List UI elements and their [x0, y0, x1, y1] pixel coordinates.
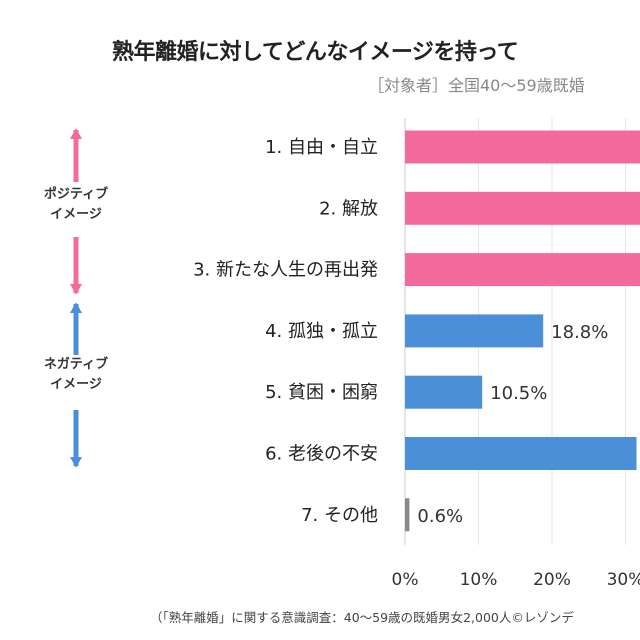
arrow-down-icon	[70, 457, 82, 468]
x-tick-label: 0%	[392, 570, 419, 590]
arrow-down-icon	[70, 284, 82, 295]
category-label: 4. 孤独・孤立	[265, 321, 378, 342]
chart-subtitle: ［対象者］全国40〜59歳既婚	[368, 76, 585, 95]
bar	[405, 498, 410, 532]
arrow-up-icon	[70, 302, 82, 313]
group-label-line2: イメージ	[50, 377, 102, 392]
category-label: 5. 貧困・困窮	[265, 382, 378, 403]
bar	[405, 191, 640, 225]
bar	[405, 375, 483, 409]
chart-title: 熟年離婚に対してどんなイメージを持って	[112, 40, 519, 65]
group-label-line1: ポジティブ	[44, 186, 108, 202]
bar	[405, 130, 640, 164]
category-label: 6. 老後の不安	[265, 444, 378, 465]
group-label-line2: イメージ	[50, 207, 102, 222]
category-label: 7. その他	[301, 505, 378, 526]
data-label: 10.5%	[490, 383, 547, 404]
x-tick-label: 30%	[607, 570, 640, 590]
x-tick-label: 10%	[460, 570, 498, 590]
category-label: 3. 新たな人生の再出発	[193, 260, 378, 281]
data-label: 18.8%	[551, 322, 608, 343]
bar	[405, 253, 640, 287]
data-label: 0.6%	[417, 506, 463, 527]
x-tick-label: 20%	[533, 570, 571, 590]
category-label: 2. 解放	[319, 198, 378, 219]
source-footer: （「熟年離婚」に関する意識調査：40〜59歳の既婚男女2,000人©レゾンデ	[150, 610, 574, 625]
bar	[405, 314, 544, 348]
arrow-up-icon	[70, 128, 82, 139]
group-label-line1: ネガティブ	[44, 356, 108, 372]
category-label: 1. 自由・自立	[265, 137, 378, 158]
bar	[405, 437, 637, 470]
